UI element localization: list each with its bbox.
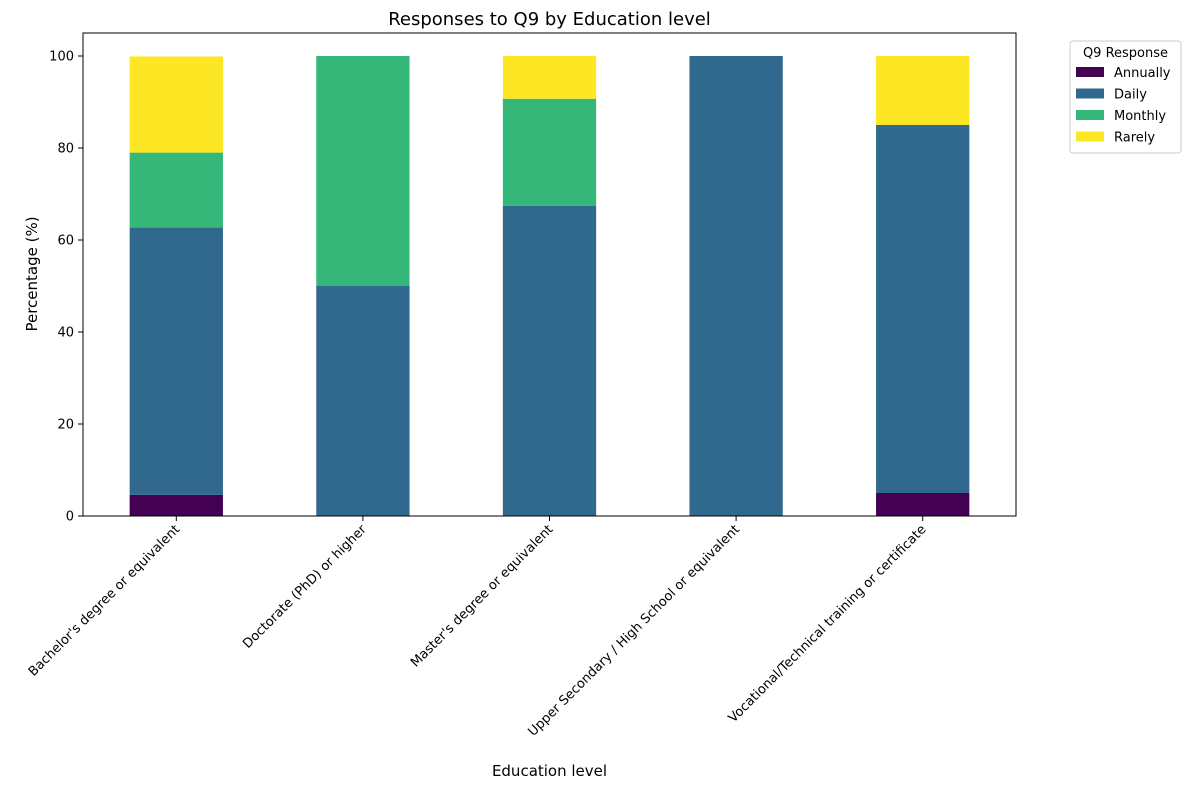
bar-rarely-5 <box>876 56 970 125</box>
bars-layer <box>129 56 970 516</box>
x-tick-label: Master's degree or equivalent <box>408 522 556 670</box>
legend-swatch-monthly <box>1076 110 1104 120</box>
legend-label-annually: Annually <box>1114 66 1171 81</box>
bar-monthly-1 <box>129 152 223 228</box>
y-tick-label: 40 <box>57 326 74 341</box>
chart-title: Responses to Q9 by Education level <box>388 9 711 30</box>
y-tick-label: 20 <box>57 418 74 433</box>
y-axis-label: Percentage (%) <box>23 216 41 331</box>
x-tick-label: Vocational/Technical training or certifi… <box>726 522 930 726</box>
legend-title: Q9 Response <box>1083 46 1168 61</box>
x-tick-label: Bachelor's degree or equivalent <box>26 522 183 679</box>
y-tick-label: 0 <box>66 510 74 525</box>
bar-annually-1 <box>129 494 223 516</box>
bar-rarely-1 <box>129 56 223 153</box>
bar-daily-5 <box>876 125 970 493</box>
bar-daily-2 <box>316 286 410 516</box>
bar-monthly-2 <box>316 56 410 286</box>
x-tick-label: Upper Secondary / High School or equival… <box>526 522 743 739</box>
y-tick-label: 100 <box>49 50 74 65</box>
bar-daily-4 <box>689 56 783 516</box>
y-tick-label: 80 <box>57 142 74 157</box>
legend-label-monthly: Monthly <box>1114 109 1166 124</box>
x-tick-label: Doctorate (PhD) or higher <box>240 522 370 652</box>
legend-label-rarely: Rarely <box>1114 131 1155 146</box>
y-tick-label: 60 <box>57 234 74 249</box>
legend: Q9 Response Annually Daily Monthly Rarely <box>1069 40 1182 154</box>
x-axis-label: Education level <box>492 762 607 780</box>
legend-swatch-daily <box>1076 88 1104 99</box>
legend-swatch-rarely <box>1076 131 1104 142</box>
legend-label-daily: Daily <box>1114 88 1147 103</box>
plot-frame <box>82 32 1017 517</box>
bar-rarely-3 <box>502 56 597 99</box>
bar-daily-3 <box>502 205 597 516</box>
bar-monthly-3 <box>502 98 597 206</box>
bar-daily-1 <box>129 227 223 495</box>
bar-annually-5 <box>876 493 970 516</box>
legend-swatch-annually <box>1076 67 1104 77</box>
